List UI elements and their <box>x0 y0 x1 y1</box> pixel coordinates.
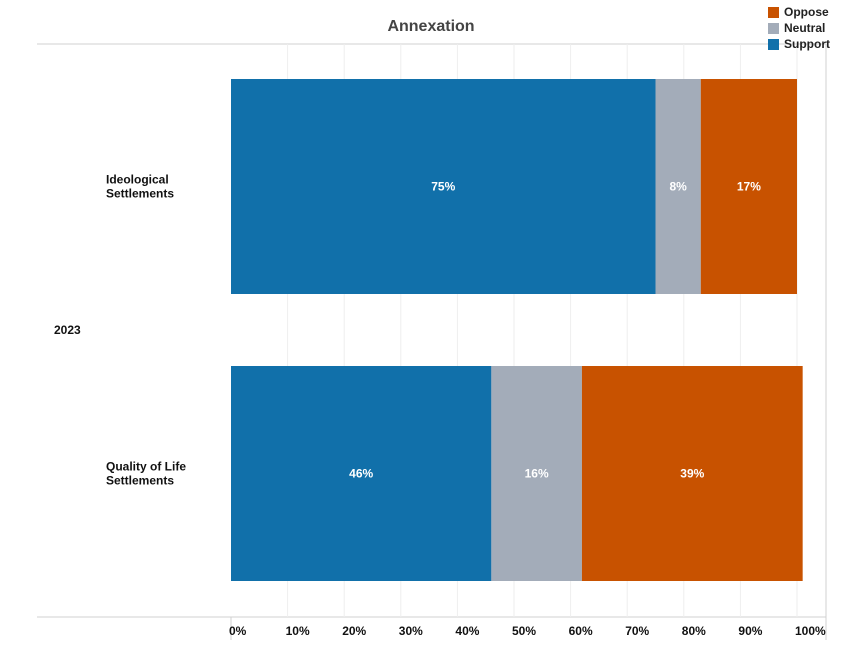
x-tick-label: 20% <box>342 624 366 638</box>
bar-support <box>231 79 656 294</box>
legend-item-support: Support <box>768 36 830 52</box>
x-tick-label: 40% <box>455 624 479 638</box>
bar-oppose <box>700 79 797 294</box>
data-label: 8% <box>669 180 687 194</box>
bar-neutral <box>655 79 701 294</box>
data-label: 17% <box>737 180 761 194</box>
x-tick-label: 60% <box>569 624 593 638</box>
legend-label: Neutral <box>784 21 826 35</box>
x-tick-label: 50% <box>512 624 536 638</box>
x-tick-label: 10% <box>286 624 310 638</box>
bar-oppose <box>581 366 803 581</box>
x-tick-label: 80% <box>682 624 706 638</box>
category-label: Quality of Life Settlements <box>106 460 186 488</box>
legend: Oppose Neutral Support <box>768 4 830 52</box>
legend-label: Support <box>784 37 830 51</box>
x-tick-label: 0% <box>229 624 247 638</box>
legend-swatch <box>768 6 779 18</box>
legend-label: Oppose <box>784 5 829 19</box>
x-tick-label: 90% <box>738 624 762 638</box>
category-labels: Ideological Settlements Quality of Life Set… <box>106 173 186 488</box>
x-axis-ticks: 0% 10% 20% 30% 40% 50% 60% 70% 80% 90% 100% <box>229 624 826 638</box>
x-tick-label: 100% <box>795 624 826 638</box>
category-label: Ideological Settlements <box>106 173 174 201</box>
x-tick-label: 30% <box>399 624 423 638</box>
data-label: 46% <box>349 467 373 481</box>
chart-title: Annexation <box>387 18 474 35</box>
legend-item-neutral: Neutral <box>768 20 830 36</box>
x-tick-label: 70% <box>625 624 649 638</box>
data-label: 16% <box>525 467 549 481</box>
bars <box>231 79 803 581</box>
data-labels: 75% 8% 17% 46% 16% 39% <box>349 180 761 481</box>
legend-swatch <box>768 38 779 50</box>
bar-support <box>231 366 492 581</box>
data-label: 39% <box>680 467 704 481</box>
legend-item-oppose: Oppose <box>768 4 830 20</box>
year-label: 2023 <box>54 323 81 337</box>
legend-swatch <box>768 22 779 34</box>
data-label: 75% <box>431 180 455 194</box>
bar-neutral <box>491 366 582 581</box>
